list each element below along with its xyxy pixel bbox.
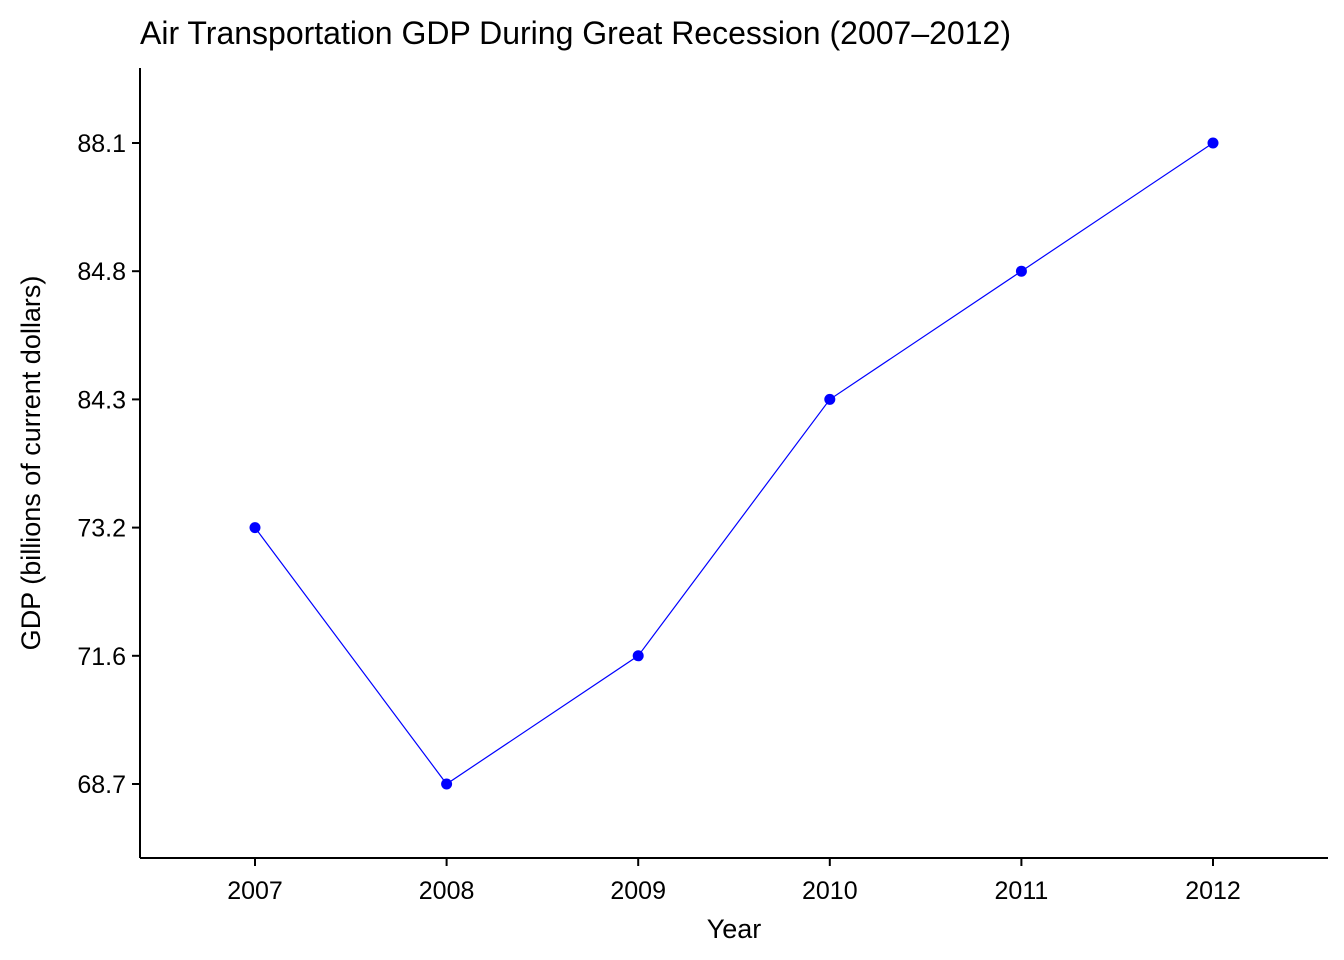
- chart-title: Air Transportation GDP During Great Rece…: [140, 15, 1011, 51]
- data-point: [441, 778, 453, 790]
- x-tick-label: 2010: [802, 877, 858, 905]
- data-point: [632, 650, 644, 662]
- data-point: [824, 393, 836, 405]
- y-tick-label: 84.8: [77, 258, 126, 286]
- y-tick-label: 73.2: [77, 515, 126, 543]
- x-tick-label: 2007: [227, 877, 283, 905]
- x-tick-label: 2012: [1185, 877, 1241, 905]
- x-axis-title: Year: [707, 914, 762, 944]
- data-point: [1015, 265, 1027, 277]
- x-tick-label: 2008: [419, 877, 475, 905]
- y-tick-label: 71.6: [77, 643, 126, 671]
- series-layer: [249, 137, 1219, 790]
- x-tick-label: 2009: [610, 877, 666, 905]
- x-axis-ticks: 2007 2008 2009 2010 2011 2012: [227, 858, 1241, 905]
- data-point: [1207, 137, 1219, 149]
- data-point: [249, 522, 261, 534]
- x-tick-label: 2011: [995, 877, 1049, 905]
- y-tick-label: 68.7: [77, 771, 126, 799]
- y-tick-label: 84.3: [77, 386, 126, 414]
- y-axis-ticks: 68.7 71.6 73.2 84.3 84.8 88.1: [77, 130, 140, 799]
- series-line: [254, 142, 1214, 785]
- y-tick-label: 88.1: [77, 130, 126, 158]
- y-axis-title: GDP (billions of current dollars): [16, 276, 46, 651]
